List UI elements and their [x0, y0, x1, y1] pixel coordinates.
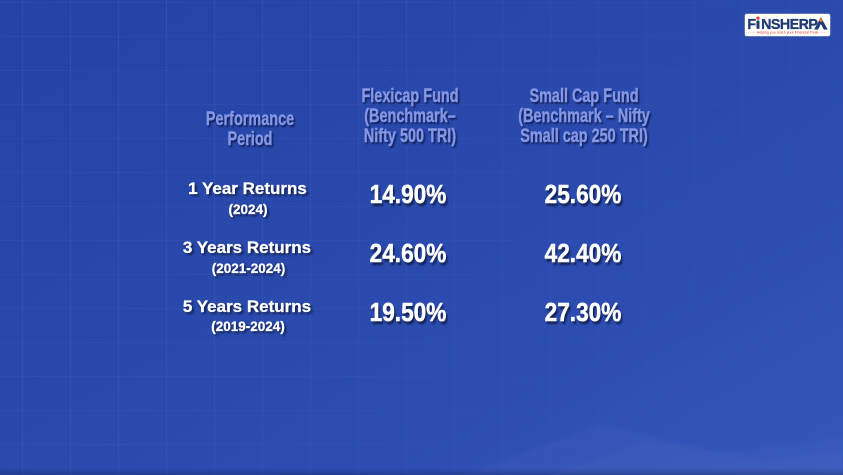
svg-text:F: F — [747, 17, 756, 33]
svg-text:- - - - Helping you reach your: - - - - Helping you reach your Financial… — [748, 31, 828, 35]
svg-text:NSHERP: NSHERP — [761, 17, 818, 33]
